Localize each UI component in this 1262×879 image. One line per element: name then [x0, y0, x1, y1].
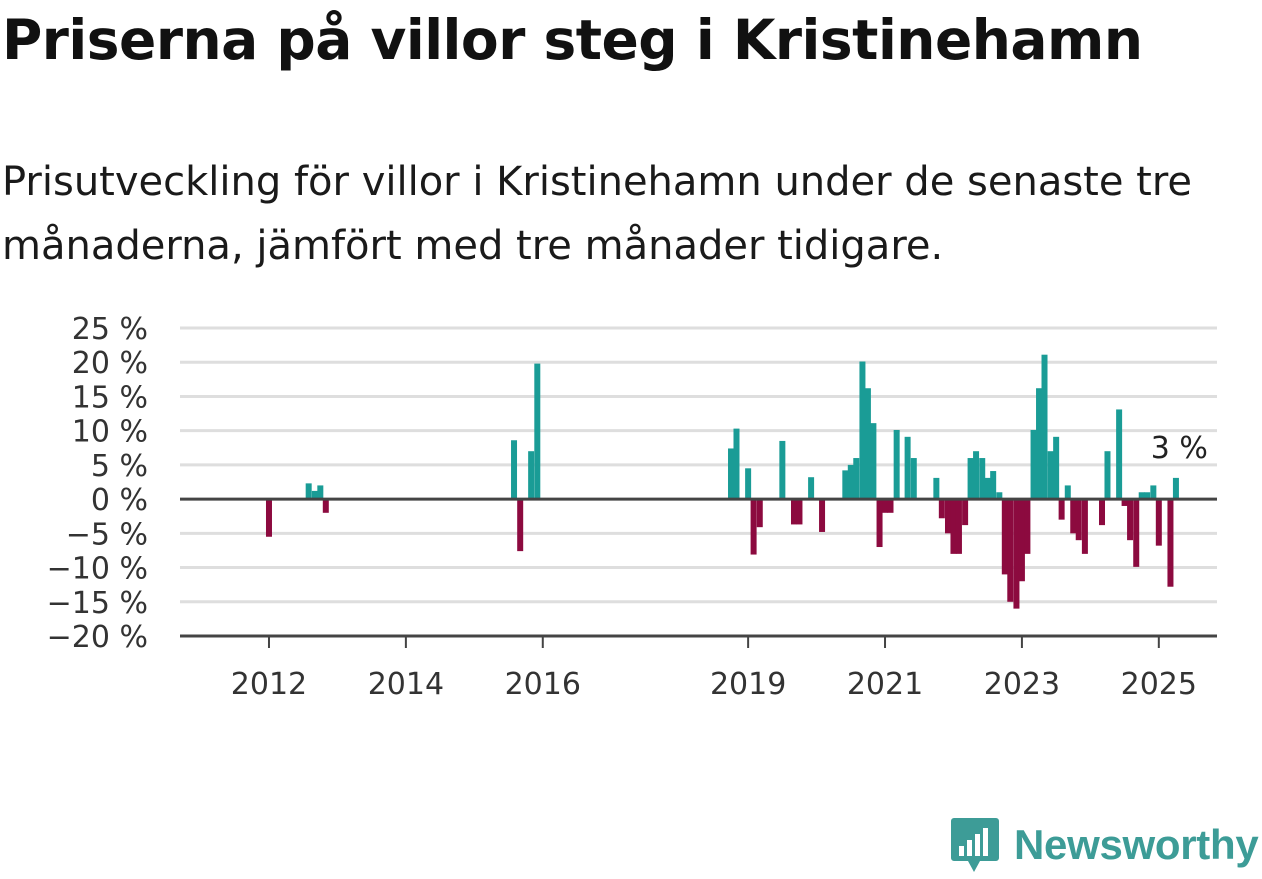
- newsworthy-logo: Newsworthy: [950, 816, 1259, 874]
- bar: [876, 499, 883, 548]
- bar: [944, 499, 951, 534]
- bar: [1007, 499, 1014, 602]
- bar: [534, 363, 541, 500]
- bar: [1053, 436, 1060, 500]
- bar: [1018, 499, 1025, 582]
- y-tick-label: 20 %: [72, 346, 148, 381]
- bar: [1155, 499, 1162, 546]
- bar: [1041, 354, 1048, 500]
- bar: [517, 499, 524, 552]
- bar: [796, 499, 803, 525]
- bar: [1058, 499, 1065, 520]
- bar: [1138, 492, 1145, 500]
- bar: [745, 468, 752, 500]
- y-tick-label: 10 %: [72, 415, 148, 450]
- bar: [984, 477, 991, 500]
- newsworthy-logo-icon: [951, 818, 999, 872]
- y-tick-label: −5 %: [66, 517, 148, 552]
- bar: [864, 388, 871, 500]
- bar: [1121, 499, 1128, 506]
- bar: [265, 499, 272, 537]
- bar: [511, 440, 518, 500]
- bar: [1133, 499, 1140, 567]
- y-tick-label: 0 %: [91, 483, 148, 518]
- y-tick-label: 5 %: [91, 449, 148, 484]
- gridlines: [180, 326, 1217, 604]
- bar: [779, 440, 786, 500]
- bar: [1070, 499, 1077, 534]
- bar: [1047, 451, 1054, 500]
- bar: [893, 429, 900, 500]
- bar: [1036, 388, 1043, 500]
- x-tick-label: 2023: [984, 667, 1060, 702]
- bar: [1064, 485, 1071, 500]
- x-tick-label: 2012: [231, 667, 307, 702]
- bar: [1116, 409, 1123, 500]
- bar: [1030, 429, 1037, 500]
- x-tick-label: 2025: [1121, 667, 1197, 702]
- y-tick-label: −20 %: [47, 620, 148, 655]
- axes: [180, 497, 1217, 648]
- bar: [728, 448, 735, 500]
- bar: [1144, 492, 1151, 500]
- bar: [1167, 499, 1174, 587]
- bar: [1001, 499, 1008, 575]
- bar: [979, 458, 986, 500]
- y-tick-label: −15 %: [47, 586, 148, 621]
- bar: [996, 492, 1003, 500]
- bar: [1099, 499, 1106, 526]
- x-tick-label: 2021: [847, 667, 923, 702]
- bar: [887, 499, 894, 513]
- bar: [990, 471, 997, 500]
- bar: [317, 485, 324, 500]
- bar: [842, 470, 849, 500]
- bar: [973, 451, 980, 500]
- brand-name: Newsworthy: [1014, 821, 1259, 868]
- bar: [311, 490, 318, 500]
- x-tick-label: 2016: [505, 667, 581, 702]
- bar: [950, 499, 957, 554]
- bar: [756, 499, 763, 528]
- bar: [967, 458, 974, 500]
- bar: [1104, 451, 1111, 500]
- chart-title: Priserna på villor steg i Kristinehamn: [2, 8, 1143, 72]
- y-tick-label: 25 %: [72, 312, 148, 347]
- x-tick-label: 2014: [368, 667, 444, 702]
- bar: [819, 499, 826, 532]
- chart-subtitle: Prisutveckling för villor i Kristinehamn…: [2, 159, 1193, 269]
- bar: [528, 451, 535, 500]
- bar: [962, 499, 969, 526]
- bar: [847, 464, 854, 500]
- bar: [1013, 499, 1020, 609]
- bar: [750, 499, 757, 555]
- bar: [1172, 477, 1179, 500]
- bar: [1024, 499, 1031, 554]
- bar: [1127, 499, 1134, 541]
- bar: [870, 423, 877, 500]
- bar: [910, 458, 917, 500]
- bar: [305, 483, 312, 500]
- bar: [322, 499, 329, 513]
- last-value-label: 3 %: [1151, 431, 1208, 466]
- bar: [938, 499, 945, 519]
- bar: [955, 499, 962, 554]
- bar: [1081, 499, 1088, 554]
- y-tick-label: −10 %: [47, 552, 148, 587]
- bar: [808, 477, 815, 500]
- bar: [733, 428, 740, 500]
- bar: [933, 477, 940, 500]
- bar-chart: 25 %20 %15 %10 %5 %0 %−5 %−10 %−15 %−20 …: [47, 312, 1217, 702]
- bars: [265, 354, 1179, 609]
- tick-labels: 25 %20 %15 %10 %5 %0 %−5 %−10 %−15 %−20 …: [47, 312, 1208, 702]
- bar: [1075, 499, 1082, 541]
- bar: [859, 361, 866, 500]
- bar: [882, 499, 889, 513]
- bar: [790, 499, 797, 525]
- y-tick-label: 15 %: [72, 380, 148, 415]
- bar: [1150, 485, 1157, 500]
- bar: [904, 436, 911, 500]
- bar: [853, 458, 860, 500]
- x-tick-label: 2019: [710, 667, 786, 702]
